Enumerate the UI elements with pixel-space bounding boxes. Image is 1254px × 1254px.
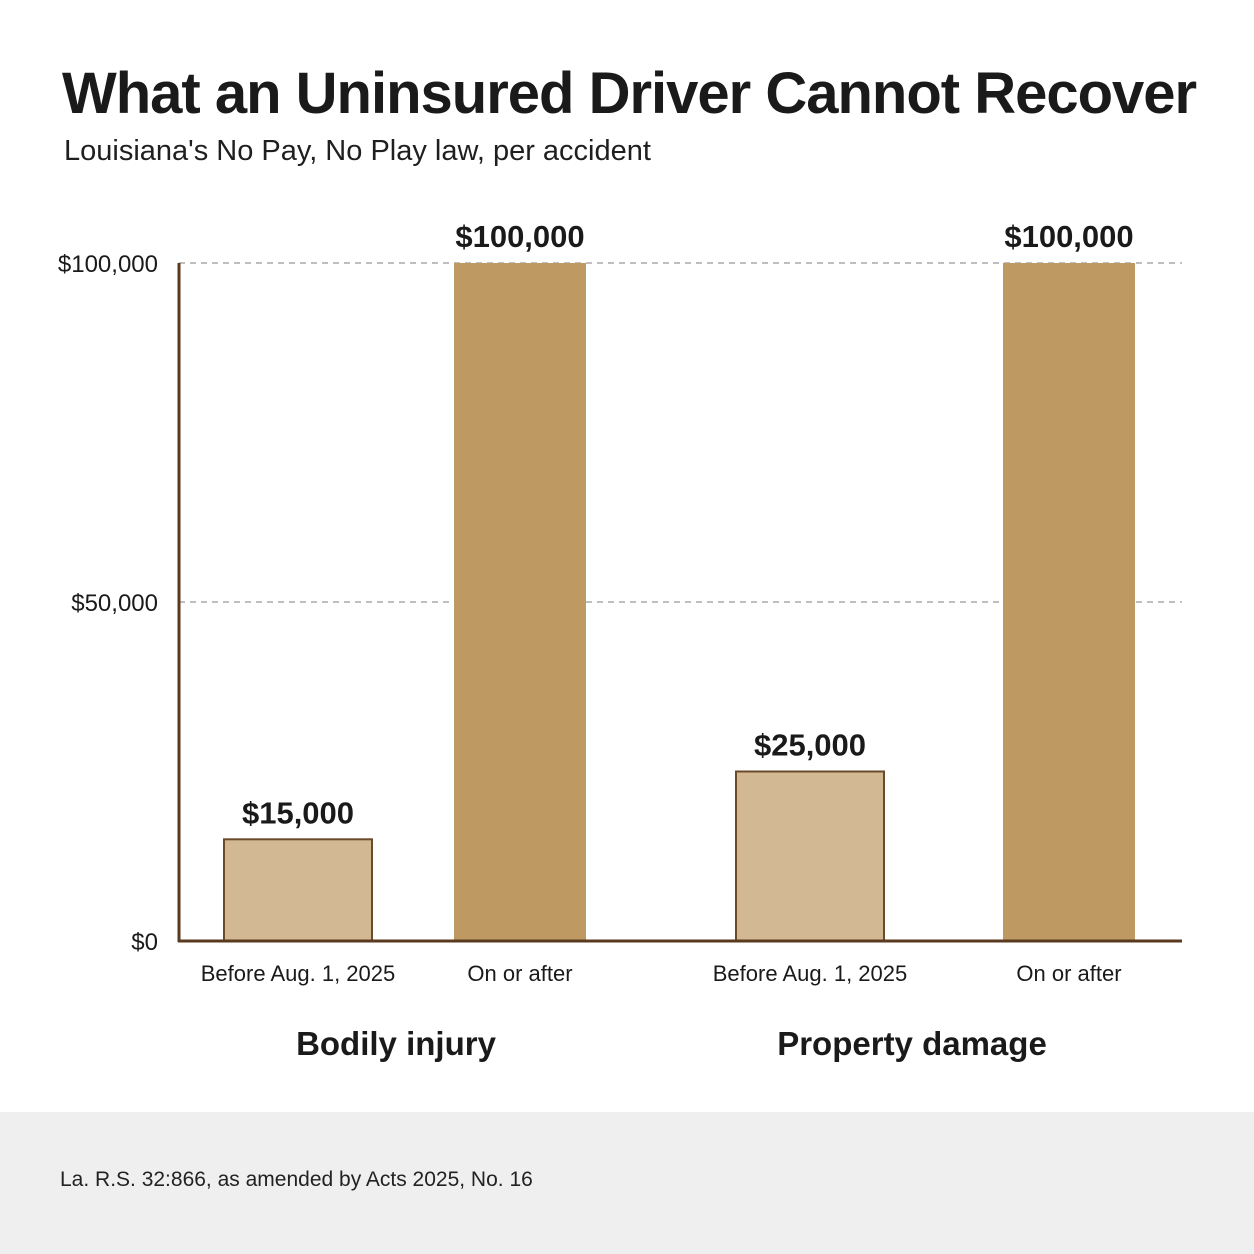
- bar: [1003, 263, 1135, 941]
- group-label: Property damage: [777, 1025, 1047, 1062]
- y-tick-label: $50,000: [71, 590, 158, 617]
- bar: [735, 770, 885, 942]
- bar-value-label: $25,000: [754, 728, 866, 763]
- bars: [223, 263, 1135, 942]
- group-label: Bodily injury: [296, 1025, 497, 1062]
- bar: [454, 263, 586, 941]
- labels: $0 $50,000 $100,000 $15,000 Before Aug. 1, 2…: [58, 219, 1134, 1062]
- chart-title: What an Uninsured Driver Cannot Recover: [62, 61, 1197, 126]
- bar: [223, 838, 373, 942]
- bar-value-label: $15,000: [242, 795, 354, 830]
- chart-subtitle: Louisiana's No Pay, No Play law, per acc…: [64, 135, 651, 167]
- axes: [177, 263, 1182, 943]
- y-tick-label: $0: [131, 929, 158, 956]
- y-tick-label: $100,000: [58, 251, 158, 278]
- x-category-label: Before Aug. 1, 2025: [201, 961, 396, 986]
- x-category-label: Before Aug. 1, 2025: [713, 961, 908, 986]
- bar-value-label: $100,000: [455, 219, 584, 254]
- bar-value-label: $100,000: [1004, 219, 1133, 254]
- gridlines: [179, 262, 1182, 603]
- x-category-label: On or after: [1016, 961, 1121, 986]
- x-category-label: On or after: [467, 961, 572, 986]
- source-footer: La. R.S. 32:866, as amended by Acts 2025…: [0, 1112, 1254, 1254]
- source-note: La. R.S. 32:866, as amended by Acts 2025…: [60, 1168, 533, 1191]
- bar-chart: $0 $50,000 $100,000 $15,000 Before Aug. 1, 2…: [58, 219, 1182, 1062]
